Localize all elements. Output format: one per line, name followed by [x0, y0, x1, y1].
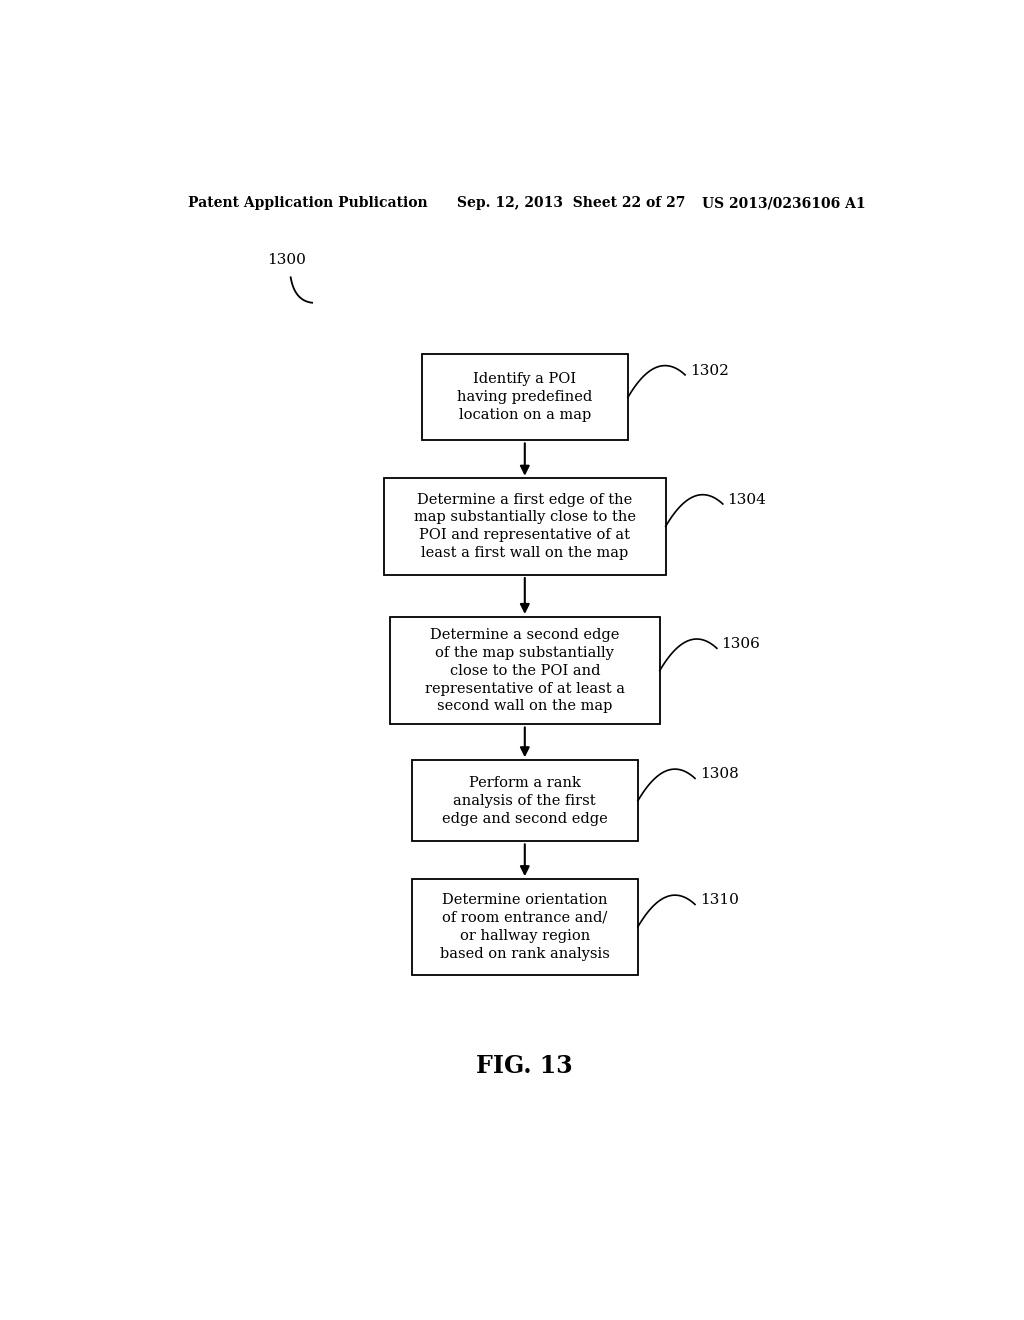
FancyBboxPatch shape	[390, 618, 659, 725]
Text: Determine a first edge of the
map substantially close to the
POI and representat: Determine a first edge of the map substa…	[414, 492, 636, 560]
FancyBboxPatch shape	[412, 760, 638, 841]
Text: 1300: 1300	[267, 253, 306, 267]
Text: 1308: 1308	[699, 767, 738, 781]
Text: Determine a second edge
of the map substantially
close to the POI and
representa: Determine a second edge of the map subst…	[425, 628, 625, 713]
Text: 1304: 1304	[728, 492, 766, 507]
FancyBboxPatch shape	[422, 354, 628, 441]
Text: 1306: 1306	[722, 638, 761, 651]
Text: Perform a rank
analysis of the first
edge and second edge: Perform a rank analysis of the first edg…	[442, 776, 607, 825]
Text: 1302: 1302	[690, 364, 729, 378]
FancyBboxPatch shape	[384, 478, 666, 574]
Text: 1310: 1310	[699, 894, 738, 907]
FancyBboxPatch shape	[412, 879, 638, 975]
Text: Sep. 12, 2013  Sheet 22 of 27: Sep. 12, 2013 Sheet 22 of 27	[458, 197, 686, 210]
Text: Determine orientation
of room entrance and/
or hallway region
based on rank anal: Determine orientation of room entrance a…	[440, 894, 609, 961]
Text: Patent Application Publication: Patent Application Publication	[187, 197, 427, 210]
Text: US 2013/0236106 A1: US 2013/0236106 A1	[702, 197, 866, 210]
Text: FIG. 13: FIG. 13	[476, 1055, 573, 1078]
Text: Identify a POI
having predefined
location on a map: Identify a POI having predefined locatio…	[457, 372, 593, 422]
